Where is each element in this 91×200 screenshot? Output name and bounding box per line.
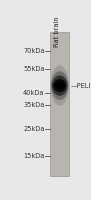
Text: 40kDa: 40kDa [23,90,44,96]
Text: 15kDa: 15kDa [23,153,44,159]
Ellipse shape [51,71,68,100]
Text: Rat brain: Rat brain [54,16,60,47]
Text: 70kDa: 70kDa [23,48,44,54]
Text: 25kDa: 25kDa [23,126,44,132]
Text: 35kDa: 35kDa [23,102,44,108]
Ellipse shape [51,65,69,106]
Ellipse shape [53,79,66,92]
Text: —PELI1: —PELI1 [71,83,91,89]
Text: 55kDa: 55kDa [23,66,44,72]
Bar [50,32,69,176]
Ellipse shape [55,82,64,90]
Ellipse shape [52,76,68,96]
